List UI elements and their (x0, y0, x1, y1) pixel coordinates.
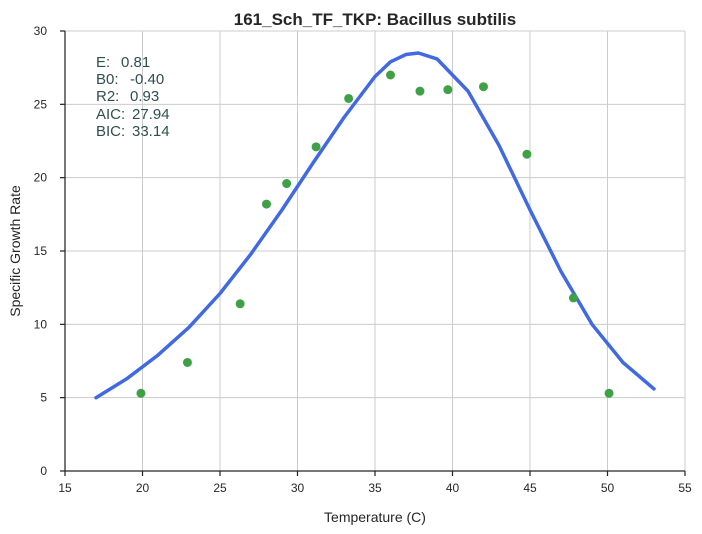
x-tick-label: 55 (678, 481, 692, 495)
y-tick-label: 0 (40, 464, 47, 478)
y-tick-label: 10 (34, 317, 48, 331)
data-point (479, 82, 488, 92)
data-point (136, 388, 146, 398)
y-tick-label: 20 (34, 171, 48, 185)
x-tick-label: 35 (368, 481, 382, 495)
x-tick-label: 20 (136, 481, 150, 495)
stat-bic-label: BIC: (96, 123, 125, 140)
data-point (235, 299, 245, 309)
stat-r2-value: 0.93 (130, 88, 159, 105)
chart-title: 161_Sch_TF_TKP: Bacillus subtilis (234, 10, 516, 29)
y-tick-label: 15 (34, 244, 48, 258)
x-tick-label: 45 (523, 481, 537, 495)
data-point (522, 149, 532, 159)
stat-aic-value: 27.94 (132, 106, 170, 123)
y-tick-label: 25 (34, 97, 48, 111)
stat-e-value: 0.81 (121, 54, 150, 71)
data-points-layer (136, 70, 614, 398)
stat-e-label: E: (96, 54, 110, 71)
x-tick-label: 40 (446, 481, 460, 495)
y-tick-label: 5 (40, 391, 47, 405)
y-tick-label: 30 (34, 24, 48, 38)
data-point (282, 179, 292, 189)
x-tick-label: 30 (291, 481, 305, 495)
y-axis-label: Specific Growth Rate (7, 185, 23, 317)
x-axis-label: Temperature (C) (324, 509, 426, 525)
axes (60, 30, 686, 476)
stat-b0-value: -0.40 (130, 71, 164, 88)
data-point (386, 70, 395, 80)
data-point (415, 86, 425, 96)
data-point (443, 85, 453, 95)
x-tick-label: 15 (58, 481, 72, 495)
stat-r2-label: R2: (96, 88, 119, 105)
fit-curve (94, 51, 656, 400)
tick-labels: 15 20 25 30 35 40 45 50 55 0 5 10 15 20 25 30 (34, 24, 692, 495)
data-point (604, 388, 614, 398)
data-point (182, 357, 192, 367)
data-point (311, 142, 321, 152)
data-point (568, 293, 578, 303)
x-tick-label: 25 (213, 481, 227, 495)
data-point (344, 93, 354, 103)
stat-aic-label: AIC: (96, 106, 125, 123)
grid (65, 30, 686, 471)
x-tick-label: 50 (601, 481, 615, 495)
stat-bic-value: 33.14 (132, 123, 170, 140)
fit-curve-layer (94, 51, 656, 400)
fit-statistics: E: 0.81 B0: -0.40 R2: 0.93 AIC: 27.94 BI… (96, 54, 170, 140)
data-point (262, 199, 271, 209)
stat-b0-label: B0: (96, 71, 119, 88)
